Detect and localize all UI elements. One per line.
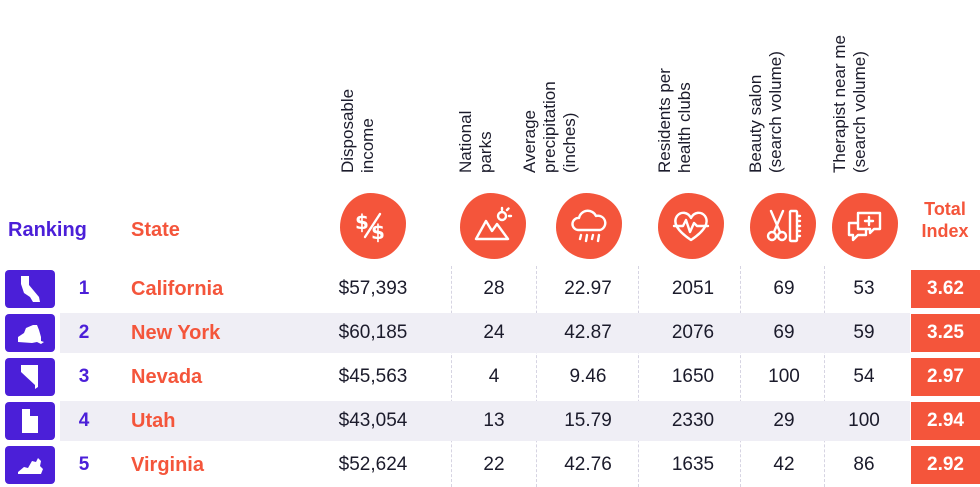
precipitation-value: 9.46	[569, 366, 607, 387]
beauty-salon-value: 69	[773, 278, 795, 299]
heartbeat-icon	[658, 193, 724, 259]
health-clubs-value: 2330	[671, 410, 715, 431]
money-icon: $ $	[340, 193, 406, 259]
state-name: Virginia	[131, 454, 204, 476]
header-beauty-salon: Beauty salon (search volume)	[746, 51, 785, 173]
beauty-salon-value: 100	[768, 366, 800, 387]
table-row: 1 California $57,393 28 22.97 2051 69 53…	[0, 269, 980, 309]
national-parks-value: 4	[488, 366, 500, 387]
header-disposable-income: Disposable income	[338, 88, 377, 173]
health-clubs-value: 1635	[671, 454, 715, 475]
health-clubs-value: 2076	[671, 322, 715, 343]
rank-number: 1	[78, 278, 90, 299]
column-divider	[638, 266, 639, 487]
total-index-value: 3.25	[911, 314, 980, 352]
column-divider	[451, 266, 452, 487]
header-therapist-near-me: Therapist near me (search volume)	[830, 35, 869, 173]
state-name: New York	[131, 322, 221, 344]
therapist-value: 53	[853, 278, 875, 299]
disposable-income-value: $57,393	[338, 278, 408, 299]
mountain-sun-icon	[460, 193, 526, 259]
header-national-parks: National parks	[456, 110, 495, 173]
header-residents-per-health-clubs: Residents per health clubs	[655, 68, 694, 173]
total-index-value: 2.94	[911, 402, 980, 440]
column-divider	[536, 266, 537, 487]
precipitation-value: 42.76	[564, 454, 612, 475]
beauty-salon-value: 29	[773, 410, 795, 431]
speech-bubble-plus-icon	[832, 193, 898, 259]
state-name: Utah	[131, 410, 176, 432]
disposable-income-value: $52,624	[338, 454, 408, 475]
therapist-value: 86	[853, 454, 875, 475]
therapist-value: 100	[848, 410, 880, 431]
table-row: 4 Utah $43,054 13 15.79 2330 29 100 2.94	[0, 401, 980, 441]
state-name: California	[131, 278, 224, 300]
total-index-value: 3.62	[911, 270, 980, 308]
row-stripe	[60, 401, 910, 441]
disposable-income-value: $60,185	[338, 322, 408, 343]
precipitation-value: 22.97	[564, 278, 612, 299]
svg-text:$: $	[371, 220, 385, 244]
total-index-value: 2.97	[911, 358, 980, 396]
utah-shape-icon	[5, 402, 55, 440]
national-parks-value: 13	[483, 410, 505, 431]
svg-text:$: $	[355, 210, 369, 234]
national-parks-value: 22	[483, 454, 505, 475]
health-clubs-value: 2051	[671, 278, 715, 299]
column-divider	[824, 266, 825, 487]
scissors-comb-icon	[750, 193, 816, 259]
header-total-index: Total Index	[921, 199, 969, 241]
rain-cloud-icon	[556, 193, 622, 259]
therapist-value: 54	[853, 366, 875, 387]
total-index-value: 2.92	[911, 446, 980, 484]
beauty-salon-value: 42	[773, 454, 795, 475]
precipitation-value: 15.79	[564, 410, 612, 431]
national-parks-value: 24	[483, 322, 505, 343]
nevada-shape-icon	[5, 358, 55, 396]
california-shape-icon	[5, 270, 55, 308]
rank-number: 3	[78, 366, 90, 387]
header-ranking: Ranking	[8, 219, 87, 241]
new-york-shape-icon	[5, 314, 55, 352]
virginia-shape-icon	[5, 446, 55, 484]
table-row: 2 New York $60,185 24 42.87 2076 69 59 3…	[0, 313, 980, 353]
disposable-income-value: $45,563	[338, 366, 408, 387]
health-clubs-value: 1650	[671, 366, 715, 387]
disposable-income-value: $43,054	[338, 410, 408, 431]
national-parks-value: 28	[483, 278, 505, 299]
row-stripe	[60, 313, 910, 353]
header-state: State	[131, 219, 180, 241]
table-row: 5 Virginia $52,624 22 42.76 1635 42 86 2…	[0, 445, 980, 485]
beauty-salon-value: 69	[773, 322, 795, 343]
therapist-value: 59	[853, 322, 875, 343]
table-row: 3 Nevada $45,563 4 9.46 1650 100 54 2.97	[0, 357, 980, 397]
rank-number: 4	[78, 410, 90, 431]
rank-number: 5	[78, 454, 90, 475]
header-average-precipitation: Average precipitation (inches)	[520, 81, 579, 173]
column-divider	[740, 266, 741, 487]
state-name: Nevada	[131, 366, 203, 388]
precipitation-value: 42.87	[564, 322, 612, 343]
rank-number: 2	[78, 322, 90, 343]
